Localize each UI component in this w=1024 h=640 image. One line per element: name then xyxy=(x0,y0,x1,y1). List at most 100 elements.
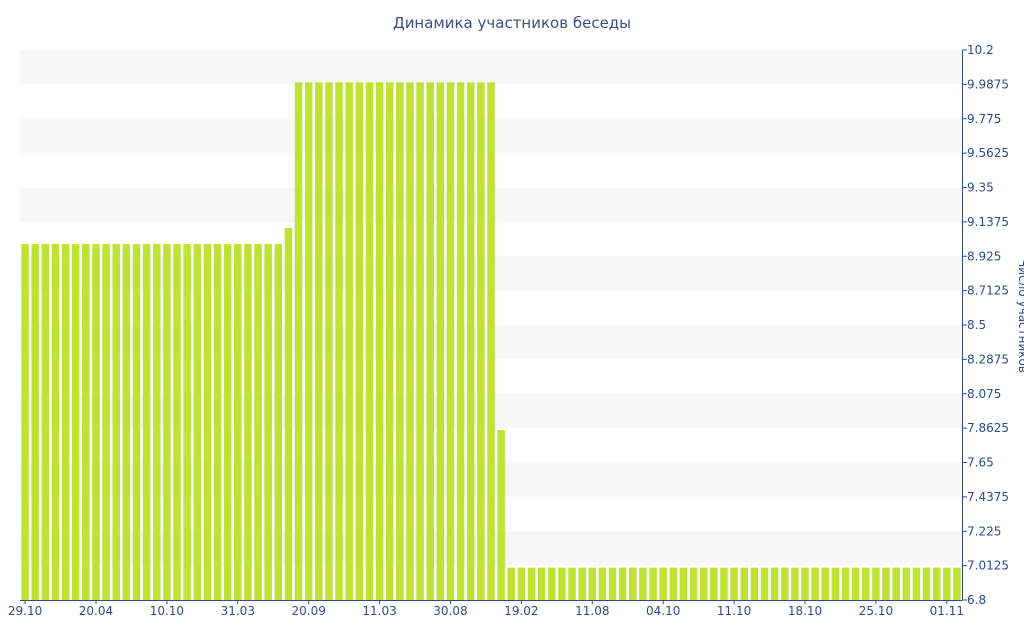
y-tick-label: 7.0125 xyxy=(967,559,1009,573)
y-axis-label: Число участников xyxy=(1016,259,1024,373)
y-tick-label: 7.8625 xyxy=(967,421,1009,435)
x-tick-label: 29.10 xyxy=(8,604,42,618)
bar xyxy=(112,244,120,600)
bar xyxy=(426,82,434,601)
bar xyxy=(416,82,424,601)
bar xyxy=(365,82,374,601)
bar xyxy=(406,82,414,601)
bar xyxy=(760,567,769,600)
bar xyxy=(477,82,485,601)
bar xyxy=(588,567,597,600)
bar xyxy=(436,82,445,601)
bar xyxy=(396,82,404,601)
x-tick-label: 20.04 xyxy=(79,604,113,618)
y-tick-label: 8.925 xyxy=(967,249,1001,263)
bar xyxy=(780,567,789,600)
bar xyxy=(335,82,343,601)
bar xyxy=(203,244,212,600)
bar xyxy=(274,244,283,600)
x-tick-label: 10.10 xyxy=(150,604,184,618)
bar xyxy=(244,244,252,600)
bar xyxy=(264,244,272,600)
bar xyxy=(851,567,860,600)
bar xyxy=(375,82,384,601)
bar xyxy=(466,82,475,601)
y-tick-label: 9.35 xyxy=(967,181,994,195)
x-axis: 29.10 20.04 10.10 31.03 20.09 11.03 30.08 19.02… xyxy=(8,600,964,618)
bar xyxy=(548,567,556,600)
x-tick-label: 11.03 xyxy=(362,604,396,618)
bar xyxy=(325,82,333,601)
bar xyxy=(750,567,759,600)
bar xyxy=(629,567,637,600)
bar xyxy=(669,567,678,600)
x-tick-label: 18.10 xyxy=(788,604,822,618)
bar xyxy=(223,244,232,600)
bar xyxy=(173,244,181,600)
y-tick-label: 6.8 xyxy=(967,593,986,607)
y-tick-label: 8.2875 xyxy=(967,352,1009,366)
bar xyxy=(892,567,900,600)
bar xyxy=(659,567,667,600)
bar xyxy=(791,567,799,600)
bar xyxy=(841,567,850,600)
bar xyxy=(82,244,90,600)
bar xyxy=(102,244,110,600)
bar xyxy=(558,567,566,600)
bar xyxy=(385,82,394,601)
bar xyxy=(132,244,141,600)
x-tick-label: 31.03 xyxy=(221,604,255,618)
bar xyxy=(598,567,607,600)
bar xyxy=(882,567,890,600)
x-tick-label: 19.02 xyxy=(504,604,538,618)
bar xyxy=(21,244,29,600)
bar xyxy=(92,244,100,600)
bar xyxy=(862,567,870,600)
bar xyxy=(71,244,80,600)
y-tick-label: 7.225 xyxy=(967,524,1001,538)
bar xyxy=(953,567,961,600)
y-tick-label: 8.7125 xyxy=(967,284,1009,298)
bar xyxy=(193,244,202,600)
x-tick-label: 04.10 xyxy=(646,604,680,618)
y-tick-label: 9.5625 xyxy=(967,146,1009,160)
x-tick-label: 11.10 xyxy=(717,604,751,618)
bar xyxy=(689,567,698,600)
bar xyxy=(811,567,819,600)
bar xyxy=(61,244,70,600)
bar xyxy=(507,567,516,600)
chart-title: Динамика участников беседы xyxy=(393,14,631,32)
bar xyxy=(284,227,293,600)
bar xyxy=(527,567,536,600)
bar xyxy=(122,244,131,600)
bar xyxy=(699,567,708,600)
bar xyxy=(487,82,495,601)
bar xyxy=(315,82,323,601)
grid-band xyxy=(20,50,962,85)
bar xyxy=(304,82,313,601)
bar xyxy=(355,82,364,601)
bar xyxy=(720,567,728,600)
bar xyxy=(446,82,455,601)
bar xyxy=(456,82,465,601)
bar xyxy=(517,567,526,600)
y-axis: 6.8 7.0125 7.225 7.4375 7.65 7.8625 8.075 8.287… xyxy=(962,43,1009,607)
y-tick-label: 9.775 xyxy=(967,112,1001,126)
bar xyxy=(872,567,880,600)
bars xyxy=(21,82,961,601)
bar xyxy=(497,430,505,600)
bar xyxy=(902,567,911,600)
y-tick-label: 8.5 xyxy=(967,318,986,332)
bar xyxy=(932,567,941,600)
bar xyxy=(639,567,647,600)
y-tick-label: 9.9875 xyxy=(967,77,1009,91)
bar xyxy=(912,567,921,600)
bar xyxy=(730,567,738,600)
x-tick-label: 25.10 xyxy=(859,604,893,618)
bar xyxy=(578,567,586,600)
bar xyxy=(740,567,748,600)
bar xyxy=(163,244,171,600)
bar xyxy=(831,567,840,600)
x-tick-label: 11.08 xyxy=(575,604,609,618)
